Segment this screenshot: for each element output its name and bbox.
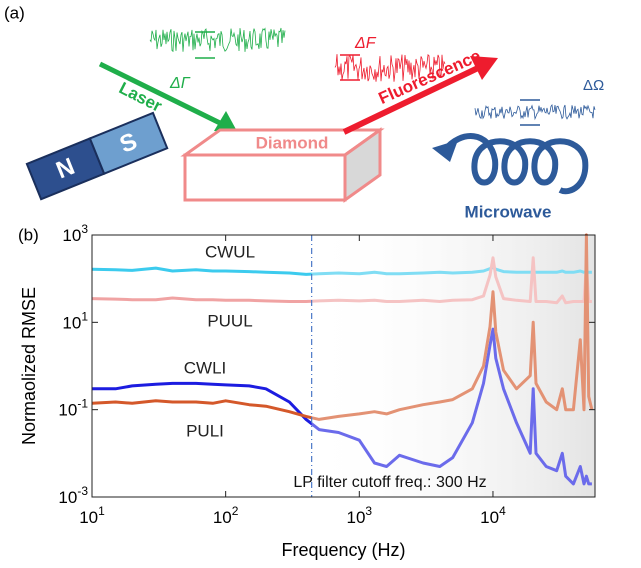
- microwave-label: Microwave: [465, 202, 552, 221]
- delta-omega: ΔΩ: [583, 77, 604, 94]
- magnet-south: [88, 111, 169, 175]
- laser-noise: [149, 27, 286, 53]
- series-label: PUUL: [207, 311, 252, 330]
- delta-gamma: ΔΓ: [169, 75, 191, 92]
- delta-f: ΔF: [354, 35, 377, 52]
- fluorescence-arrowhead: [470, 56, 498, 80]
- y-tick-label: 101: [62, 310, 88, 333]
- fluorescence-label: Fluorescence: [376, 46, 484, 108]
- x-tick-label: 103: [347, 504, 373, 527]
- y-tick-label: 103: [62, 222, 88, 245]
- y-tick-label: 10-1: [58, 397, 88, 420]
- filtered-region: [311, 235, 595, 497]
- microwave-coil: [442, 133, 589, 195]
- x-axis-label: Frequency (Hz): [281, 540, 405, 560]
- plot-frame: [91, 234, 596, 498]
- fade-overlay: [311, 235, 595, 497]
- series-line: [91, 256, 592, 305]
- magnet: N S: [25, 111, 169, 201]
- diamond-side: [343, 127, 382, 203]
- panel-label: (b): [18, 225, 39, 244]
- y-tick-label: 10-3: [58, 484, 88, 507]
- series-line: [91, 233, 594, 421]
- laser-beam: [98, 61, 224, 127]
- panel-label: (a): [4, 3, 25, 22]
- fluorescence-beam: [342, 65, 480, 135]
- laser-arrowhead: [214, 111, 238, 133]
- annotation: LP filter cutoff freq.: 300 Hz: [293, 474, 486, 491]
- y-axis-label: Normaolized RMSE: [19, 287, 39, 445]
- diamond-front: [183, 153, 347, 202]
- fluorescence-noise: [334, 53, 446, 82]
- series-label: PULI: [186, 421, 224, 440]
- x-tick-label: 104: [480, 504, 506, 527]
- coil-arrowhead: [432, 140, 458, 162]
- microwave-noise: [474, 104, 596, 121]
- diamond-label: Diamond: [256, 133, 329, 152]
- x-tick-label: 101: [79, 504, 105, 527]
- series-label: CWUL: [205, 242, 255, 261]
- panel-a: (a) N S Laser ΔΓ Diamond Fluorescence ΔF…: [4, 3, 604, 221]
- series-line: [92, 327, 592, 486]
- x-tick-label: 102: [213, 504, 239, 527]
- panel-b: (b) 101 102 103 104 10-3 10-1 101 103 CWUL PUUL CWL…: [18, 222, 596, 560]
- series-label: CWLI: [184, 358, 227, 377]
- series-line: [91, 266, 592, 276]
